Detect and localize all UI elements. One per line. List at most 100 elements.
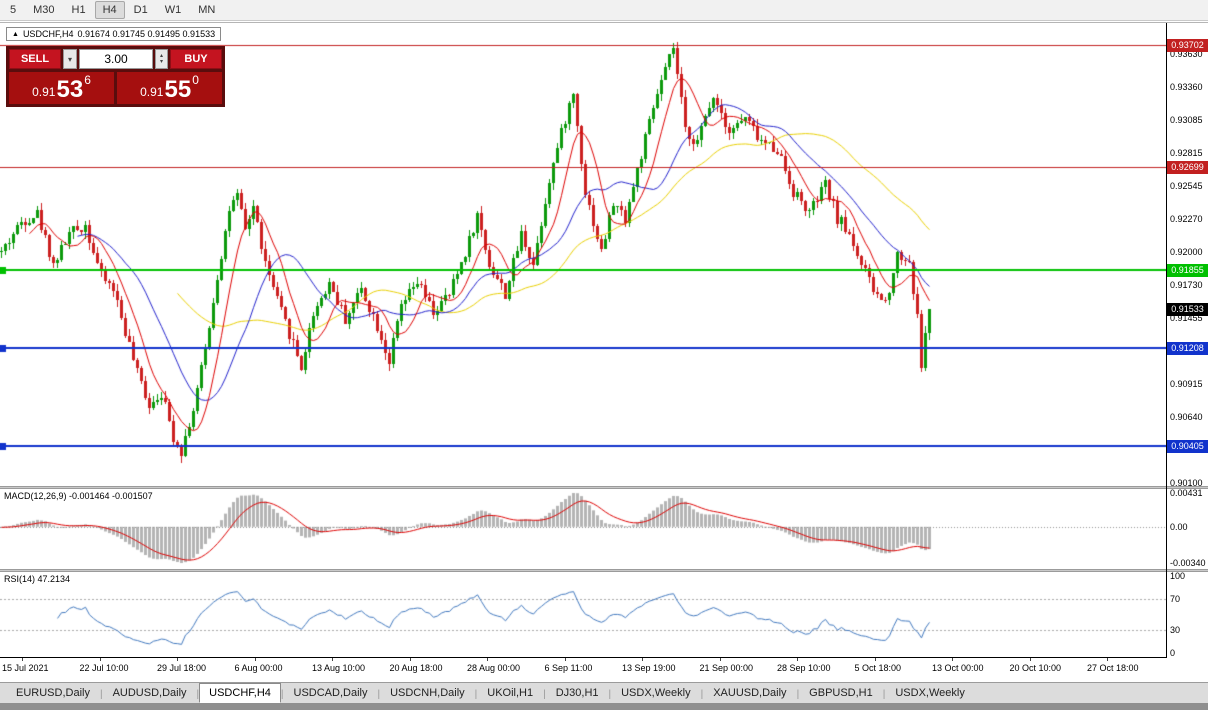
time-axis-tick	[332, 658, 333, 661]
time-axis-label: 20 Oct 10:00	[1009, 663, 1062, 673]
chart-window: ▲ USDCHF,H4 0.91674 0.91745 0.91495 0.91…	[0, 22, 1208, 683]
tab-separator: |	[882, 689, 886, 700]
ask-big-digits: 55	[164, 76, 192, 103]
price-axis-tick: 0.90100	[1170, 478, 1203, 488]
time-axis-tick	[409, 658, 411, 661]
price-axis-tick: 0.93360	[1170, 82, 1203, 92]
chart-tab-usdchf-h4[interactable]: USDCHF,H4	[199, 683, 281, 703]
price-axis-tick: 0.90640	[1170, 412, 1203, 422]
timeframe-button-5[interactable]: 5	[2, 1, 24, 19]
time-axis-tick	[99, 658, 101, 661]
time-axis-label: 28 Aug 00:00	[467, 663, 521, 673]
chart-tabs-bar: EURUSD,Daily | AUDUSD,Daily | USDCHF,H4 | USDC…	[0, 682, 1208, 703]
bid-price[interactable]: 0.91 53 6	[9, 72, 114, 104]
panel-splitter-macd[interactable]	[0, 486, 1208, 489]
tab-separator: |	[280, 689, 284, 700]
volume-stepper[interactable]: ▴ ▾	[155, 49, 168, 69]
price-axis-tick: 0.91455	[1170, 313, 1203, 323]
spin-down-icon[interactable]: ▾	[159, 59, 163, 65]
price-line-tag: 0.91208	[1167, 342, 1208, 355]
tab-separator: |	[377, 689, 381, 700]
trade-controls-row: SELL ▾ 3.00 ▴ ▾ BUY	[9, 49, 222, 69]
symbol-marker-icon: ▲	[12, 30, 19, 38]
time-axis-label: 28 Sep 10:00	[777, 663, 831, 673]
volume-input[interactable]: 3.00	[79, 49, 153, 69]
spin-up-icon[interactable]: ▴	[159, 53, 163, 59]
ask-pipette: 0	[192, 73, 199, 87]
macd-indicator-label: MACD(12,26,9) -0.001464 -0.001507	[4, 491, 153, 501]
time-axis-tick	[797, 658, 798, 661]
time-axis-tick	[564, 658, 566, 661]
chart-title: ▲ USDCHF,H4 0.91674 0.91745 0.91495 0.91…	[6, 27, 222, 41]
chart-tab-xauusd-daily[interactable]: XAUUSD,Daily	[713, 687, 787, 699]
time-axis-tick	[719, 658, 721, 661]
chart-tab-dj30-h1[interactable]: DJ30,H1	[555, 687, 599, 699]
price-axis-tick: 0.93085	[1170, 115, 1203, 125]
timeframe-button-m30[interactable]: M30	[25, 1, 62, 19]
timeframe-button-d1[interactable]: D1	[126, 1, 156, 19]
macd-canvas[interactable]	[0, 489, 1166, 569]
buy-button[interactable]: BUY	[170, 49, 222, 69]
ask-price[interactable]: 0.91 55 0	[117, 72, 222, 104]
chevron-down-icon: ▾	[67, 54, 72, 64]
rsi-axis-label: 0	[1170, 648, 1176, 658]
ask-prefix: 0.91	[140, 85, 164, 99]
macd-axis-label: 0.00431	[1170, 488, 1203, 498]
chart-symbol-label: USDCHF,H4	[22, 29, 74, 39]
price-axis-tick: 0.90915	[1170, 379, 1203, 389]
tab-separator: |	[608, 689, 612, 700]
time-axis-label: 27 Oct 18:00	[1087, 663, 1139, 673]
tab-separator: |	[196, 689, 200, 700]
bid-prefix: 0.91	[32, 85, 56, 99]
price-line-tag: 0.91855	[1167, 264, 1208, 277]
macd-axis-label: 0.00	[1170, 522, 1188, 532]
chart-tab-audusd-daily[interactable]: AUDUSD,Daily	[112, 687, 187, 699]
chart-tab-usdx-weekly[interactable]: USDX,Weekly	[621, 687, 691, 699]
price-line-tag: 0.93702	[1167, 39, 1208, 52]
time-axis-label: 13 Sep 19:00	[622, 663, 676, 673]
timeframe-button-mn[interactable]: MN	[190, 1, 223, 19]
tab-separator: |	[99, 689, 103, 700]
price-axis-line	[1166, 23, 1167, 657]
timeframe-toolbar: 5 M30 H1 H4 D1 W1 MN	[0, 0, 1208, 21]
chart-tab-usdx-weekly[interactable]: USDX,Weekly	[895, 687, 965, 699]
tab-separator: |	[700, 689, 704, 700]
current-price-tag: 0.91533	[1167, 303, 1208, 316]
timeframe-button-h1[interactable]: H1	[64, 1, 94, 19]
volume-dropdown[interactable]: ▾	[63, 49, 77, 69]
tab-separator: |	[796, 689, 800, 700]
time-axis-label: 22 Jul 10:00	[79, 663, 129, 673]
time-axis-tick	[22, 658, 23, 661]
rsi-axis-label: 30	[1170, 625, 1181, 635]
chart-tab-eurusd-daily[interactable]: EURUSD,Daily	[16, 687, 90, 699]
sell-button[interactable]: SELL	[9, 49, 61, 69]
bid-big-digits: 53	[56, 76, 84, 103]
time-axis-tick	[1029, 658, 1031, 661]
tab-separator: |	[543, 689, 546, 700]
time-axis-label: 5 Oct 18:00	[854, 663, 902, 673]
chart-ohlc-values: 0.91674 0.91745 0.91495 0.91533	[77, 29, 216, 39]
price-axis-tick: 0.93630	[1170, 49, 1203, 59]
time-axis-label: 13 Oct 00:00	[932, 663, 984, 673]
rsi-canvas[interactable]	[0, 572, 1166, 657]
price-axis-tick: 0.92270	[1170, 214, 1203, 224]
panel-splitter-rsi[interactable]	[0, 569, 1208, 572]
price-line-tag: 0.90405	[1167, 440, 1208, 453]
timeframe-button-w1[interactable]: W1	[157, 1, 190, 19]
time-axis-tick	[952, 658, 953, 661]
timeframe-button-h4[interactable]: H4	[94, 1, 125, 19]
one-click-trading-panel: SELL ▾ 3.00 ▴ ▾ BUY 0.91 53 6 0.91 55 0	[6, 46, 225, 107]
chart-tab-ukoil-h1[interactable]: UKOil,H1	[487, 687, 534, 699]
chart-tab-gbpusd-h1[interactable]: GBPUSD,H1	[809, 687, 873, 699]
price-line-tag: 0.92699	[1167, 161, 1208, 174]
tab-separator: |	[474, 689, 478, 700]
time-axis-tick	[874, 658, 876, 661]
chart-tab-usdcnh-daily[interactable]: USDCNH,Daily	[390, 687, 465, 699]
rsi-axis-label: 70	[1170, 594, 1181, 604]
price-axis-tick: 0.91730	[1170, 280, 1203, 290]
chart-tab-usdcad-daily[interactable]: USDCAD,Daily	[293, 687, 368, 699]
bid-pipette: 6	[84, 73, 91, 87]
time-axis-label: 6 Aug 00:00	[234, 663, 283, 673]
time-axis: 15 Jul 2021 22 Jul 10:00 29 Jul 18:00 6 Aug…	[0, 657, 1167, 683]
